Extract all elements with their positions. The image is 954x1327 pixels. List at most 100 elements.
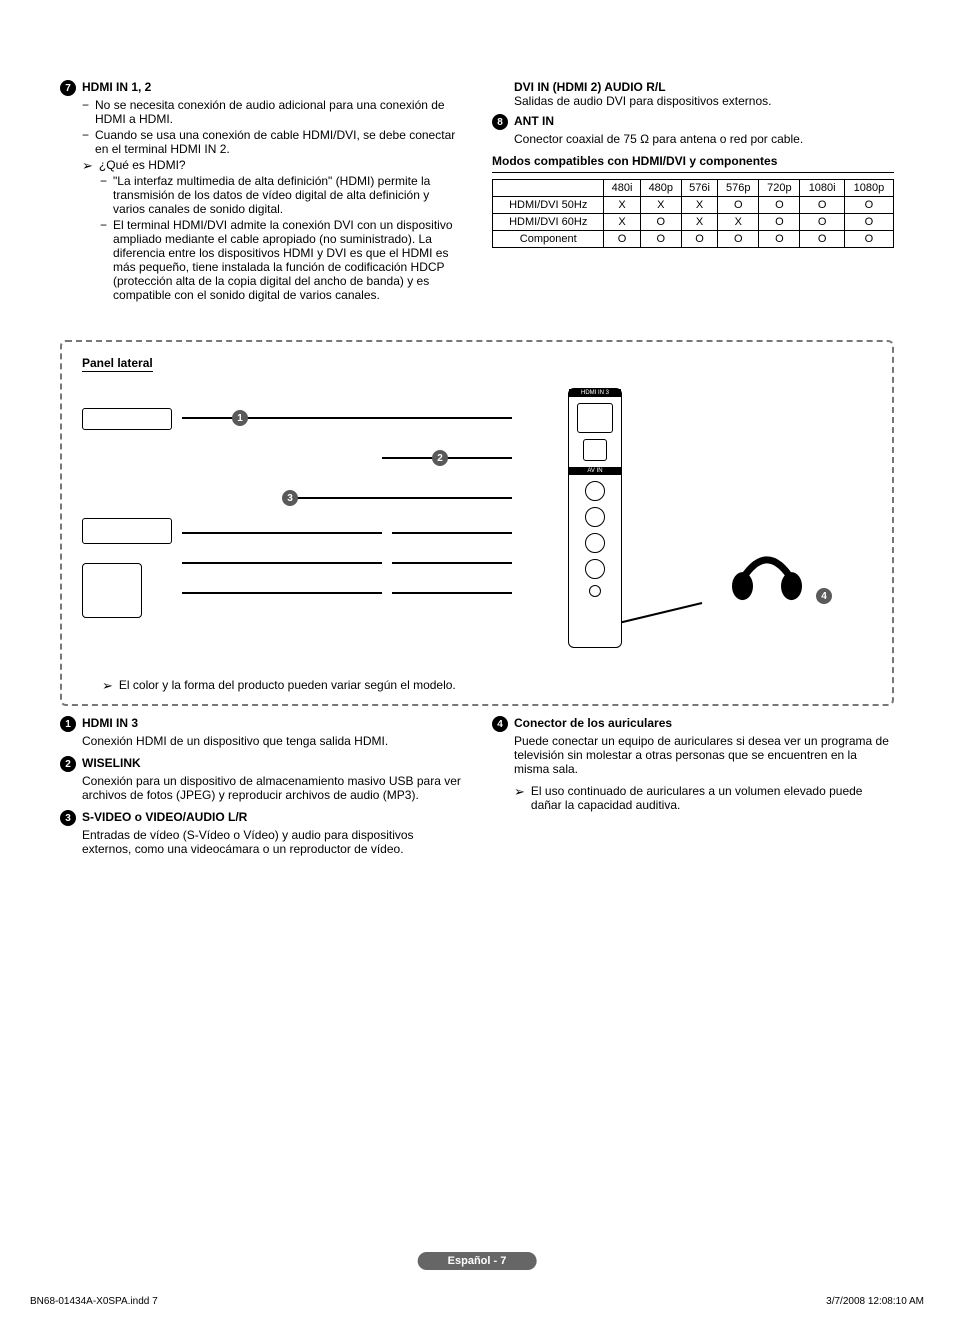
port-label: AV IN [569,467,621,475]
item-3-desc: Entradas de vídeo (S-Vídeo o Vídeo) y au… [82,828,462,856]
bottom-left: 1 HDMI IN 3 Conexión HDMI de un disposit… [60,716,462,864]
table-row: Component O O O O O O O [493,231,894,248]
item-7-title: HDMI IN 1, 2 [82,80,151,94]
td: X [681,197,717,214]
td: O [604,231,640,248]
callout-3-icon: 3 [282,490,298,506]
svideo-port-icon [585,481,605,501]
top-columns: 7 HDMI IN 1, 2 No se necesita conexión d… [60,80,894,310]
th [493,180,604,197]
td: O [759,197,800,214]
num-1-icon: 1 [60,716,76,732]
td: HDMI/DVI 50Hz [493,197,604,214]
table-row: 480i 480p 576i 576p 720p 1080i 1080p [493,180,894,197]
bottom-right: 4 Conector de los auriculares Puede cone… [492,716,894,864]
num-4-icon: 4 [492,716,508,732]
page-number-pill: Español - 7 [418,1252,537,1270]
item-4-head: 4 Conector de los auriculares [492,716,894,732]
td: X [604,197,640,214]
jack-port-icon [589,585,601,597]
item-1-desc: Conexión HDMI de un dispositivo que teng… [82,734,462,748]
item-2-head: 2 WISELINK [60,756,462,772]
diagram: HDMI IN 3 AV IN 1 2 3 4 [82,388,872,668]
dvi-block: DVI IN (HDMI 2) AUDIO R/L Salidas de aud… [514,80,894,108]
right-column: DVI IN (HDMI 2) AUDIO R/L Salidas de aud… [492,80,894,310]
bullet-text: Cuando se usa una conexión de cable HDMI… [95,128,462,156]
td: HDMI/DVI 60Hz [493,214,604,231]
td: O [844,214,893,231]
item-7-head: 7 HDMI IN 1, 2 [60,80,462,96]
hdmi-sub-bullets: "La interfaz multimedia de alta definici… [100,174,462,302]
item-2-desc: Conexión para un dispositivo de almacena… [82,774,462,802]
arrow-icon: ➢ [514,784,525,800]
item-3-title: S-VIDEO o VIDEO/AUDIO L/R [82,810,247,824]
num-3-icon: 3 [60,810,76,826]
modes-table: 480i 480p 576i 576p 720p 1080i 1080p HDM… [492,179,894,248]
td: O [718,197,759,214]
modes-table-title: Modos compatibles con HDMI/DVI y compone… [492,154,894,168]
td: O [681,231,717,248]
th: 576i [681,180,717,197]
th: 480i [604,180,640,197]
item-7-body: No se necesita conexión de audio adicion… [82,98,462,302]
sub-bullet-text: El terminal HDMI/DVI admite la conexión … [113,218,462,302]
item-7-bullets: No se necesita conexión de audio adicion… [82,98,462,156]
bottom-columns: 1 HDMI IN 3 Conexión HDMI de un disposit… [60,716,894,864]
port-panel-icon: HDMI IN 3 AV IN [568,388,622,648]
rca-port-icon [585,559,605,579]
td: O [800,197,844,214]
num-8-icon: 8 [492,114,508,130]
rca-port-icon [585,533,605,553]
panel-note-text: El color y la forma del producto pueden … [119,678,456,692]
item-4-title: Conector de los auriculares [514,716,672,730]
table-row: HDMI/DVI 60Hz X O X X O O O [493,214,894,231]
item-8-desc: Conector coaxial de 75 Ω para antena o r… [514,132,894,146]
arrow-icon: ➢ [102,678,113,694]
td: Component [493,231,604,248]
item-1-head: 1 HDMI IN 3 [60,716,462,732]
td: O [844,231,893,248]
td: O [640,231,681,248]
td: O [718,231,759,248]
port-label: HDMI IN 3 [569,389,621,397]
item-1-title: HDMI IN 3 [82,716,138,730]
td: X [681,214,717,231]
headphones-icon [722,538,812,608]
hdmi-question: ➢ ¿Qué es HDMI? [82,158,462,174]
th: 576p [718,180,759,197]
td: O [844,197,893,214]
left-column: 7 HDMI IN 1, 2 No se necesita conexión d… [60,80,462,310]
item-2-title: WISELINK [82,756,141,770]
panel-note: ➢ El color y la forma del producto puede… [102,678,872,694]
arrow-icon: ➢ [82,158,93,174]
td: O [800,214,844,231]
td: O [759,231,800,248]
print-filename: BN68-01434A-X0SPA.indd 7 [30,1296,158,1307]
item-8-title: ANT IN [514,114,554,128]
item-3-head: 3 S-VIDEO o VIDEO/AUDIO L/R [60,810,462,826]
callout-4-icon: 4 [816,588,832,604]
dvi-title: DVI IN (HDMI 2) AUDIO R/L [514,80,894,94]
callout-1-icon: 1 [232,410,248,426]
th: 480p [640,180,681,197]
th: 1080i [800,180,844,197]
print-timestamp: 3/7/2008 12:08:10 AM [826,1296,924,1307]
usb-port-icon [583,439,607,461]
side-panel-box: Panel lateral HDMI IN 3 AV IN [60,340,894,706]
hdmi-question-text: ¿Qué es HDMI? [99,158,186,174]
item-4-warn: ➢ El uso continuado de auriculares a un … [514,784,894,812]
sub-bullet-text: "La interfaz multimedia de alta definici… [113,174,462,216]
num-2-icon: 2 [60,756,76,772]
item-8-head: 8 ANT IN [492,114,894,130]
callout-2-icon: 2 [432,450,448,466]
td: O [800,231,844,248]
table-row: HDMI/DVI 50Hz X X X O O O O [493,197,894,214]
th: 1080p [844,180,893,197]
td: O [759,214,800,231]
th: 720p [759,180,800,197]
num-7-icon: 7 [60,80,76,96]
td: X [604,214,640,231]
rca-port-icon [585,507,605,527]
page-footer: Español - 7 [418,1253,537,1267]
item-4-warn-text: El uso continuado de auriculares a un vo… [531,784,894,812]
